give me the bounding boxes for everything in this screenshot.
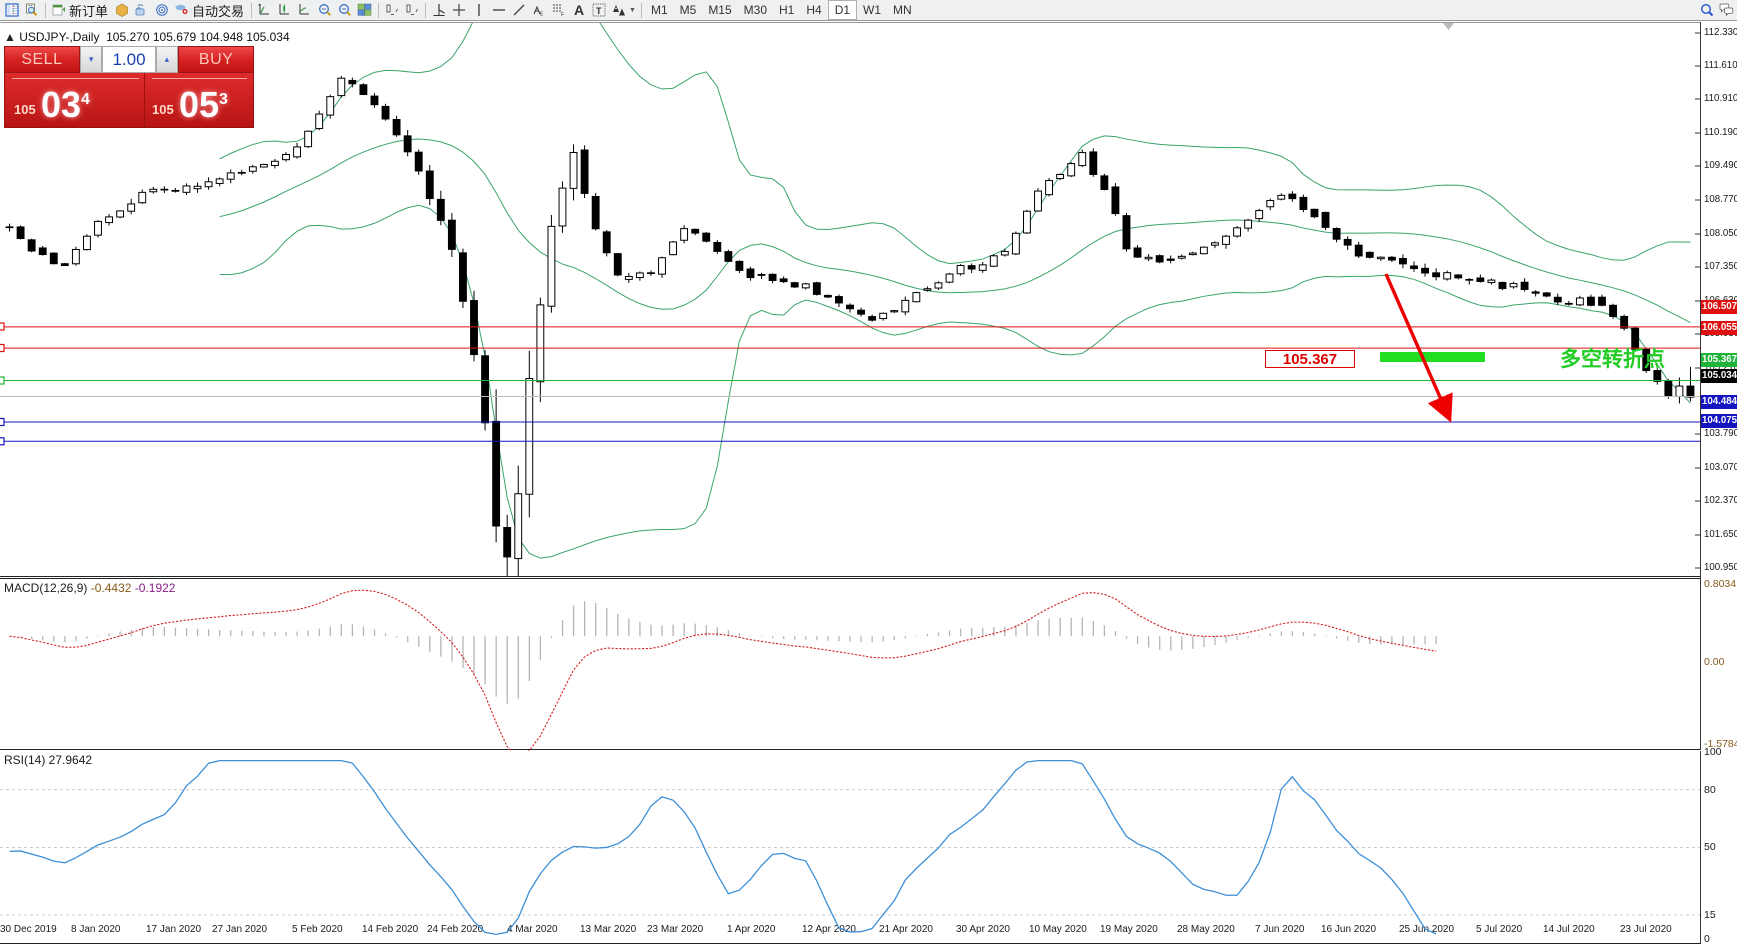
svg-text:F: F — [561, 12, 564, 17]
svg-text:E: E — [540, 12, 544, 18]
svg-text:T: T — [596, 6, 602, 16]
